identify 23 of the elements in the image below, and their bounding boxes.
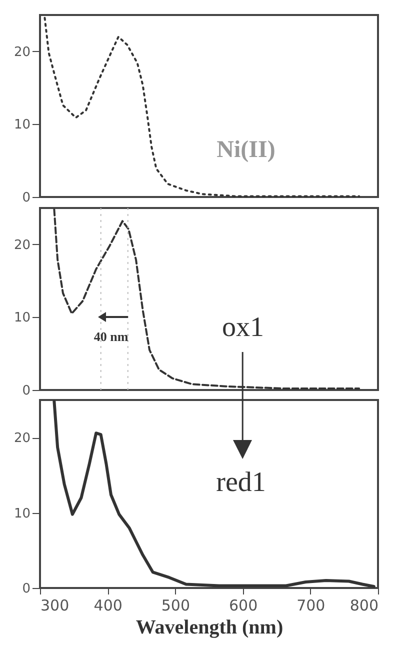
y-tick-label: 10 (14, 506, 30, 522)
y-tick-label: 0 (22, 582, 30, 596)
y-tick-label: 10 (14, 118, 30, 133)
x-tick-label: 400 (94, 596, 122, 614)
line-series (44, 16, 360, 198)
y-tick-label: 20 (14, 431, 30, 446)
y-tick-label: 0 (22, 384, 30, 398)
y-tick-label: 20 (14, 44, 30, 60)
x-axis-title: Wavelength (nm) (136, 616, 284, 638)
x-tick-label: 700 (296, 596, 326, 614)
y-tick-label: 10 (14, 310, 30, 326)
x-tick-label: 800 (350, 596, 378, 614)
y-tick-label: 20 (14, 238, 30, 253)
x-tick-label: 600 (228, 596, 258, 614)
annotation: ox1 (222, 312, 264, 343)
x-tick-label: 300 (40, 596, 70, 614)
y-tick-label: 0 (22, 190, 30, 206)
annotation: Ni(II) (216, 137, 276, 163)
annotation: 40 nm (94, 329, 128, 344)
line-series (53, 208, 360, 390)
x-tick-label: 500 (161, 596, 190, 614)
annotation: red1 (216, 467, 266, 498)
line-series (52, 400, 376, 588)
